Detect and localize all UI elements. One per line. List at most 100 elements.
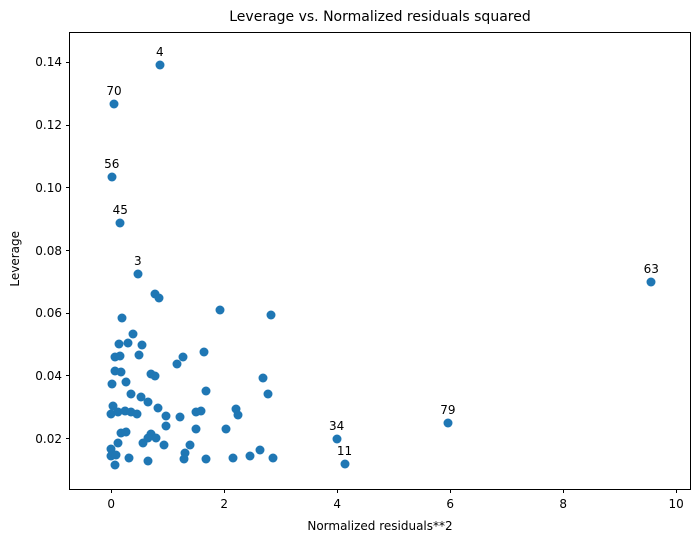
data-point — [116, 367, 126, 377]
data-point — [137, 340, 147, 350]
x-tick — [223, 489, 225, 493]
data-point — [263, 389, 273, 398]
data-point — [110, 366, 120, 376]
data-point — [175, 412, 185, 422]
data-point — [138, 438, 148, 448]
data-point — [231, 404, 241, 414]
y-tick — [66, 438, 70, 440]
plot-area: 0 2 4 6 8 10 0.02 0.04 0.06 0.08 0.10 0.12 0.14 4 70 56… — [35, 32, 691, 510]
data-point — [196, 406, 206, 416]
data-point — [443, 418, 453, 428]
data-point — [151, 433, 161, 443]
data-point — [108, 401, 118, 411]
data-point — [123, 338, 133, 348]
x-tick — [110, 489, 112, 493]
y-tick-label: 0.12 — [35, 118, 62, 133]
y-tick — [66, 124, 70, 126]
x-tick-label: 8 — [559, 497, 568, 511]
data-point — [258, 373, 268, 383]
data-point — [106, 451, 116, 461]
data-point — [133, 269, 143, 279]
data-point — [185, 440, 195, 450]
x-tick — [449, 489, 451, 493]
data-point — [255, 445, 265, 455]
data-point — [332, 434, 342, 444]
y-tick — [66, 61, 70, 63]
data-point — [201, 454, 211, 464]
data-point — [113, 438, 123, 448]
data-point — [215, 305, 225, 315]
y-tick-label: 0.04 — [35, 368, 62, 383]
data-point — [221, 424, 231, 434]
data-point — [179, 454, 189, 464]
x-tick-label: 2 — [220, 497, 229, 511]
y-tick — [66, 187, 70, 189]
y-tick — [66, 250, 70, 252]
data-point — [154, 293, 164, 303]
data-point — [233, 410, 243, 419]
x-tick — [562, 489, 564, 493]
x-tick — [336, 489, 338, 493]
data-point — [136, 392, 146, 402]
data-point — [172, 359, 182, 369]
y-tick-label: 0.08 — [35, 243, 62, 258]
data-point — [153, 403, 163, 413]
data-point — [106, 444, 116, 454]
data-point — [128, 329, 138, 339]
data-point — [159, 440, 169, 450]
y-tick-label: 0.02 — [35, 431, 62, 446]
point-label: 45 — [112, 202, 128, 217]
point-label: 79 — [440, 402, 456, 417]
data-point — [199, 347, 209, 357]
data-point — [161, 421, 171, 431]
x-tick-label: 4 — [333, 497, 342, 511]
point-label: 56 — [104, 157, 120, 171]
y-axis-label: Leverage — [8, 231, 22, 287]
data-point — [150, 371, 160, 381]
y-tick-label: 0.10 — [35, 180, 62, 195]
data-point — [115, 351, 125, 361]
x-axis-label: Normalized residuals**2 — [307, 519, 453, 533]
data-point — [126, 389, 136, 399]
data-point — [117, 313, 127, 323]
data-point — [201, 386, 211, 396]
data-point — [116, 428, 126, 438]
data-point — [228, 453, 238, 463]
data-point — [110, 352, 120, 362]
data-point — [107, 172, 117, 182]
data-point — [143, 433, 153, 443]
data-point — [120, 406, 130, 416]
data-point — [646, 277, 656, 287]
data-point — [113, 407, 123, 417]
point-label: 63 — [643, 262, 659, 277]
data-point — [143, 456, 153, 466]
y-tick — [66, 375, 70, 377]
data-point — [340, 459, 350, 469]
chart-title: Leverage vs. Normalized residuals square… — [229, 9, 531, 25]
data-point — [132, 409, 142, 419]
data-point — [191, 424, 201, 434]
data-point — [106, 409, 116, 419]
point-label: 3 — [133, 254, 142, 269]
data-point — [266, 310, 276, 320]
y-tick-label: 0.06 — [35, 306, 62, 321]
x-tick-label: 6 — [446, 497, 455, 511]
data-point — [114, 339, 124, 349]
point-label: 34 — [329, 419, 345, 434]
point-label: 4 — [155, 44, 164, 59]
y-tick — [66, 312, 70, 314]
data-point — [107, 379, 117, 389]
data-point — [155, 60, 165, 70]
data-point — [161, 411, 171, 421]
data-point — [268, 453, 278, 463]
point-label: 11 — [336, 443, 353, 458]
data-point — [146, 429, 156, 439]
data-point — [143, 397, 153, 407]
y-tick-label: 0.14 — [35, 55, 62, 70]
data-point — [180, 448, 190, 458]
x-tick-label: 10 — [668, 497, 684, 511]
data-point — [126, 407, 136, 417]
x-tick — [675, 489, 677, 493]
data-point — [124, 453, 134, 463]
